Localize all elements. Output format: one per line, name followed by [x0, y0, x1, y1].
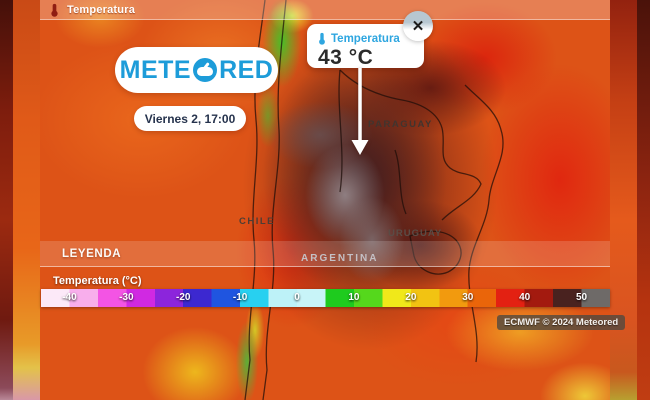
logo-text-suffix: RED: [219, 55, 274, 84]
tooltip-title: Temperatura: [331, 32, 400, 45]
left-dark-edge: [0, 0, 13, 400]
thermometer-icon: [51, 3, 58, 17]
right-blur-edge: [610, 0, 637, 400]
legend-header-bar: LEYENDA: [40, 241, 610, 267]
map-label-uruguay: URUGUAY: [388, 228, 443, 239]
legend-scale-title: Temperatura (°C): [53, 275, 142, 287]
meteored-o-icon: [193, 58, 218, 82]
model-attribution-badge: ECMWF © 2024 Meteored: [497, 315, 626, 330]
temperature-tooltip: Temperatura 43 °C: [307, 24, 424, 69]
map-label-argentina: ARGENTINA: [301, 253, 379, 264]
forecast-datetime: Viernes 2, 17:00: [144, 111, 236, 126]
logo-text-prefix: METE: [119, 55, 192, 84]
forecast-datetime-pill: Viernes 2, 17:00: [134, 106, 246, 131]
right-dark-edge: [637, 0, 650, 400]
close-icon: ✕: [411, 18, 425, 35]
meteored-logo-card: METE RED: [115, 47, 278, 93]
tooltip-close-button[interactable]: ✕: [403, 11, 433, 41]
layer-label: Temperatura: [67, 3, 136, 16]
map-label-paraguay: PARAGUAY: [368, 119, 433, 130]
location-pointer-arrow: [351, 68, 369, 155]
legend-header-label: LEYENDA: [62, 247, 122, 260]
tooltip-temperature-value: 43 °C: [318, 46, 374, 69]
map-label-chile: CHILE: [239, 216, 275, 227]
left-blur-edge: [13, 0, 40, 400]
layer-bar: Temperatura: [40, 0, 610, 20]
thermometer-icon: [319, 32, 325, 45]
temperature-colorbar: [41, 289, 610, 307]
